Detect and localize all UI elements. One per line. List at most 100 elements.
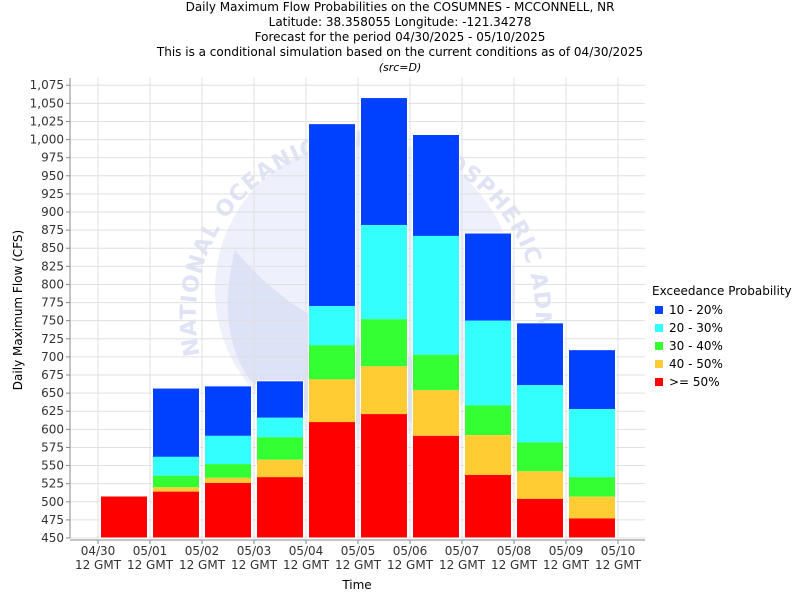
chart-title: Daily Maximum Flow Probabilities on the … bbox=[185, 0, 615, 14]
bar-segment bbox=[256, 477, 304, 538]
legend-swatch bbox=[655, 378, 663, 386]
bar-segment bbox=[308, 345, 356, 380]
legend-item: 40 - 50% bbox=[652, 355, 792, 373]
bar-segment bbox=[464, 233, 512, 321]
y-tick-label: 850 bbox=[41, 241, 64, 255]
y-tick-label: 650 bbox=[41, 386, 64, 400]
y-tick-label: 875 bbox=[41, 223, 64, 237]
bar-segment bbox=[568, 409, 616, 478]
legend-label: 40 - 50% bbox=[669, 357, 723, 371]
x-tick-label-date: 05/09 bbox=[549, 544, 584, 558]
bar-outline bbox=[568, 349, 616, 539]
x-tick-label-time: 12 GMT bbox=[543, 558, 590, 572]
y-tick-label: 1,025 bbox=[30, 114, 64, 128]
y-axis-ticks: 450 475 500 525 550 575 600 625 650 675 700 725 750 7… bbox=[30, 78, 70, 545]
bar-segment bbox=[308, 422, 356, 538]
bar-segment bbox=[568, 496, 616, 519]
legend: Exceedance Probability 10 - 20% 20 - 30% 3… bbox=[652, 284, 792, 391]
legend-item: 30 - 40% bbox=[652, 337, 792, 355]
y-tick-label: 700 bbox=[41, 350, 64, 364]
y-tick-label: 550 bbox=[41, 459, 64, 473]
x-tick-label-time: 12 GMT bbox=[595, 558, 642, 572]
y-tick-label: 750 bbox=[41, 314, 64, 328]
bar-segment bbox=[152, 487, 200, 492]
legend-label: 30 - 40% bbox=[669, 339, 723, 353]
bar-segment bbox=[308, 123, 356, 307]
y-tick-label: 500 bbox=[41, 495, 64, 509]
chart-subtitle-conditions: This is a conditional simulation based o… bbox=[156, 45, 644, 59]
bar-segment bbox=[360, 414, 408, 538]
x-tick-label-date: 05/03 bbox=[237, 544, 272, 558]
bar-segment bbox=[412, 354, 460, 391]
x-tick-label-time: 12 GMT bbox=[387, 558, 434, 572]
y-tick-label: 525 bbox=[41, 477, 64, 491]
y-tick-label: 950 bbox=[41, 169, 64, 183]
chart-subtitle-period: Forecast for the period 04/30/2025 - 05/… bbox=[254, 30, 546, 44]
bar-segment bbox=[204, 385, 252, 436]
y-tick-label: 825 bbox=[41, 259, 64, 273]
bar-segment bbox=[256, 437, 304, 460]
bar-outline bbox=[412, 134, 460, 539]
x-tick-label-time: 12 GMT bbox=[75, 558, 122, 572]
x-tick-label-date: 05/02 bbox=[185, 544, 220, 558]
y-tick-label: 600 bbox=[41, 422, 64, 436]
x-tick-label-time: 12 GMT bbox=[491, 558, 538, 572]
legend-swatch bbox=[655, 306, 663, 314]
bar-segment bbox=[412, 435, 460, 538]
bar-segment bbox=[516, 471, 564, 499]
y-axis-label: Daily Maximum Flow (CFS) bbox=[11, 229, 25, 391]
legend-swatch bbox=[655, 360, 663, 368]
bar-outline bbox=[516, 322, 564, 539]
chart-titles: Daily Maximum Flow Probabilities on the … bbox=[0, 0, 800, 75]
x-tick-label-time: 12 GMT bbox=[127, 558, 174, 572]
bar-segment bbox=[308, 379, 356, 423]
legend-item: 20 - 30% bbox=[652, 319, 792, 337]
y-tick-label: 1,075 bbox=[30, 78, 64, 92]
bar-segment bbox=[516, 498, 564, 538]
x-tick-label-time: 12 GMT bbox=[179, 558, 226, 572]
x-tick-label-date: 04/30 bbox=[81, 544, 116, 558]
bar-outline bbox=[152, 387, 200, 539]
x-tick-label-date: 05/04 bbox=[289, 544, 324, 558]
bar-segment bbox=[360, 225, 408, 320]
y-tick-label: 725 bbox=[41, 332, 64, 346]
x-tick-label-date: 05/08 bbox=[497, 544, 532, 558]
x-tick-label-date: 05/06 bbox=[393, 544, 428, 558]
y-tick-label: 675 bbox=[41, 368, 64, 382]
x-tick-label-time: 12 GMT bbox=[231, 558, 278, 572]
bar-segment bbox=[204, 435, 252, 465]
legend-swatch bbox=[655, 324, 663, 332]
legend-label: 20 - 30% bbox=[669, 321, 723, 335]
legend-item: 10 - 20% bbox=[652, 301, 792, 319]
chart-subtitle-location: Latitude: 38.358055 Longitude: -121.3427… bbox=[268, 15, 532, 29]
bar-outline bbox=[308, 123, 356, 539]
x-tick-label-time: 12 GMT bbox=[439, 558, 486, 572]
y-tick-label: 450 bbox=[41, 531, 64, 545]
bar-segment bbox=[152, 491, 200, 538]
bar-segment bbox=[464, 405, 512, 436]
bar-segment bbox=[360, 366, 408, 415]
y-tick-label: 775 bbox=[41, 296, 64, 310]
bar-segment bbox=[464, 320, 512, 406]
y-tick-label: 575 bbox=[41, 440, 64, 454]
y-tick-label: 475 bbox=[41, 513, 64, 527]
chart-source: (src=D) bbox=[378, 61, 422, 74]
y-tick-label: 800 bbox=[41, 277, 64, 291]
bar-segment bbox=[360, 319, 408, 367]
bar-segment bbox=[412, 134, 460, 236]
bar-segment bbox=[204, 482, 252, 538]
y-tick-label: 1,050 bbox=[30, 96, 64, 110]
bar-segment bbox=[152, 475, 200, 488]
x-tick-label-time: 12 GMT bbox=[335, 558, 382, 572]
bar-segment bbox=[308, 306, 356, 346]
bar-segment bbox=[516, 322, 564, 386]
bar-segment bbox=[256, 417, 304, 438]
bar-segment bbox=[568, 477, 616, 497]
x-tick-label-time: 12 GMT bbox=[283, 558, 330, 572]
bar-segment bbox=[152, 388, 200, 457]
bar-segment bbox=[256, 459, 304, 478]
x-tick-label-date: 05/01 bbox=[133, 544, 168, 558]
bar-segment bbox=[412, 235, 460, 355]
